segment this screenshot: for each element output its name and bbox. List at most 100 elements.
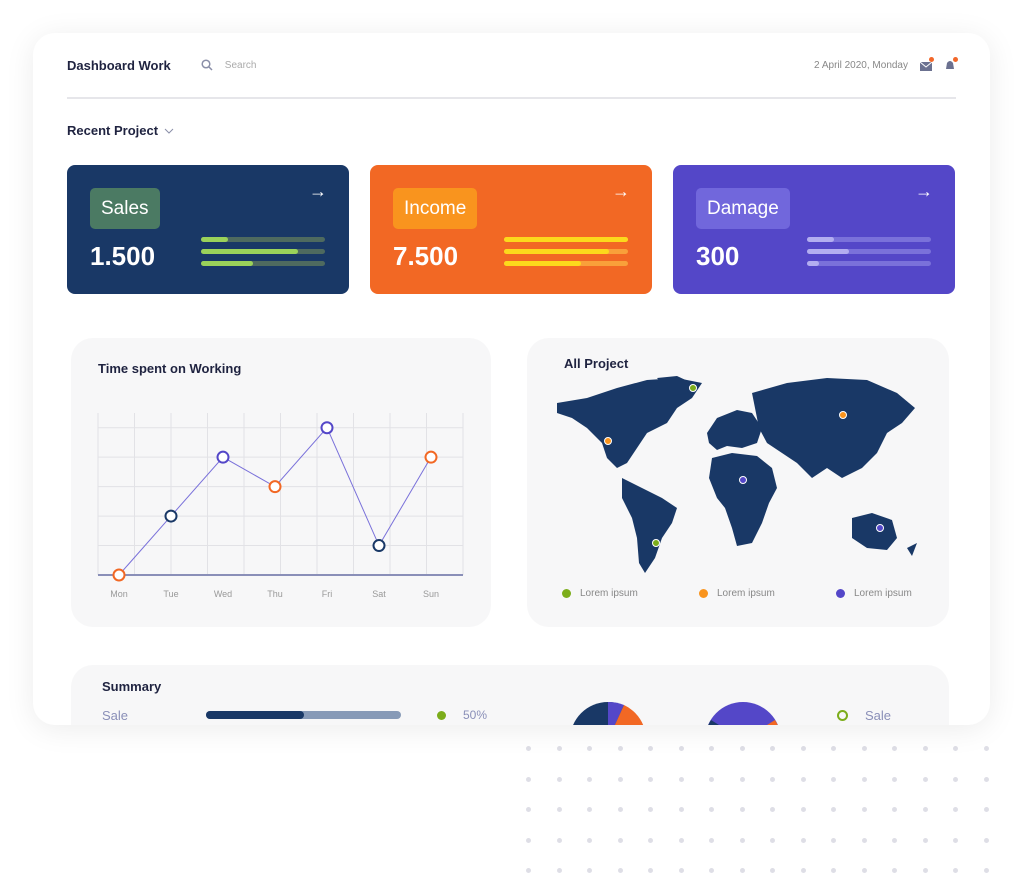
recent-project-label: Recent Project — [67, 123, 159, 138]
data-point — [268, 480, 282, 494]
summary-percent: 50% — [463, 708, 488, 722]
card-damage[interactable]: Damage 300 → — [673, 165, 955, 294]
progress-bar — [504, 237, 628, 242]
search-icon — [201, 59, 213, 71]
legend-dot — [836, 589, 845, 598]
data-point — [372, 539, 386, 553]
dot — [983, 837, 989, 843]
dot — [648, 868, 653, 873]
progress-bar — [201, 261, 325, 266]
dot — [587, 868, 592, 873]
dot — [556, 807, 562, 812]
x-tick-label: Fri — [322, 589, 333, 599]
dot — [556, 746, 562, 751]
card-value: 7.500 — [393, 241, 459, 271]
arrow-right-icon[interactable]: → — [612, 181, 630, 201]
dashboard-panel: Dashboard Work Search 2 April 2020, Mond… — [33, 33, 990, 725]
dot — [678, 868, 684, 873]
dot — [648, 807, 653, 812]
map-legend-item: Lorem ipsum — [562, 588, 638, 599]
data-point — [424, 450, 438, 464]
dot — [739, 837, 745, 843]
dot — [770, 746, 775, 751]
dot — [770, 807, 775, 812]
summary-progress-bar — [206, 711, 401, 719]
legend-label: Lorem ipsum — [580, 588, 638, 599]
progress-bar — [201, 249, 325, 254]
dot — [831, 746, 836, 751]
dot — [953, 837, 958, 843]
dot — [892, 776, 897, 782]
dot — [587, 837, 592, 843]
dot — [892, 837, 897, 843]
dot — [709, 807, 714, 812]
search-input[interactable]: Search — [201, 59, 256, 71]
dot — [861, 776, 867, 782]
dot — [648, 746, 653, 751]
data-point — [216, 450, 230, 464]
dot — [922, 868, 928, 873]
dot — [739, 868, 745, 873]
dot — [861, 837, 867, 843]
dot — [983, 868, 989, 873]
card-income[interactable]: Income 7.500 → — [370, 165, 652, 294]
dot — [587, 776, 592, 782]
dot — [861, 868, 867, 873]
dot — [800, 776, 806, 782]
recent-project-dropdown[interactable]: Recent Project — [67, 123, 174, 138]
progress-bar — [807, 237, 931, 242]
dot — [892, 746, 897, 751]
dot — [922, 746, 928, 751]
dot — [892, 807, 897, 812]
summary-row-label: Sale — [102, 708, 129, 723]
dot — [526, 776, 531, 782]
map-legend-item: Lorem ipsum — [699, 588, 775, 599]
dot — [739, 746, 745, 751]
dot — [892, 868, 897, 873]
dot — [861, 746, 867, 751]
bell-icon[interactable] — [944, 57, 958, 71]
x-tick-label: Tue — [163, 589, 178, 599]
summary-dot — [437, 711, 446, 720]
summary-pie-2 — [708, 702, 778, 725]
dot — [922, 837, 928, 843]
dot — [617, 746, 623, 751]
arrow-right-icon[interactable]: → — [309, 181, 327, 201]
dot — [800, 837, 806, 843]
progress-bar — [807, 249, 931, 254]
chevron-down-icon — [164, 128, 174, 134]
dot — [983, 807, 989, 812]
dot — [953, 746, 958, 751]
dot — [800, 807, 806, 812]
series-line — [118, 426, 432, 576]
dot — [678, 837, 684, 843]
arrow-right-icon[interactable]: → — [915, 181, 933, 201]
dot — [709, 868, 714, 873]
data-point — [112, 568, 126, 582]
mail-icon[interactable] — [919, 57, 934, 71]
line-chart: Mon Tue Wed Thu Fri Sat Sun — [97, 413, 464, 599]
dot — [739, 776, 745, 782]
dot — [526, 807, 531, 812]
x-tick-label: Sat — [372, 589, 386, 599]
dot — [678, 776, 684, 782]
card-sales[interactable]: Sales 1.500 → — [67, 165, 349, 294]
dot — [800, 868, 806, 873]
map-title: All Project — [564, 356, 629, 371]
dot — [709, 837, 714, 843]
dot — [922, 807, 928, 812]
dot — [526, 837, 531, 843]
world-map — [557, 376, 917, 573]
x-tick-label: Thu — [267, 589, 283, 599]
dot — [587, 807, 592, 812]
dot — [648, 837, 653, 843]
legend-label: Lorem ipsum — [717, 588, 775, 599]
dot — [831, 807, 836, 812]
dot — [953, 868, 958, 873]
dot — [770, 868, 775, 873]
progress-bar — [201, 237, 325, 242]
dot — [587, 746, 592, 751]
legend-ring-icon — [837, 710, 848, 721]
dot — [678, 746, 684, 751]
dot — [556, 868, 562, 873]
